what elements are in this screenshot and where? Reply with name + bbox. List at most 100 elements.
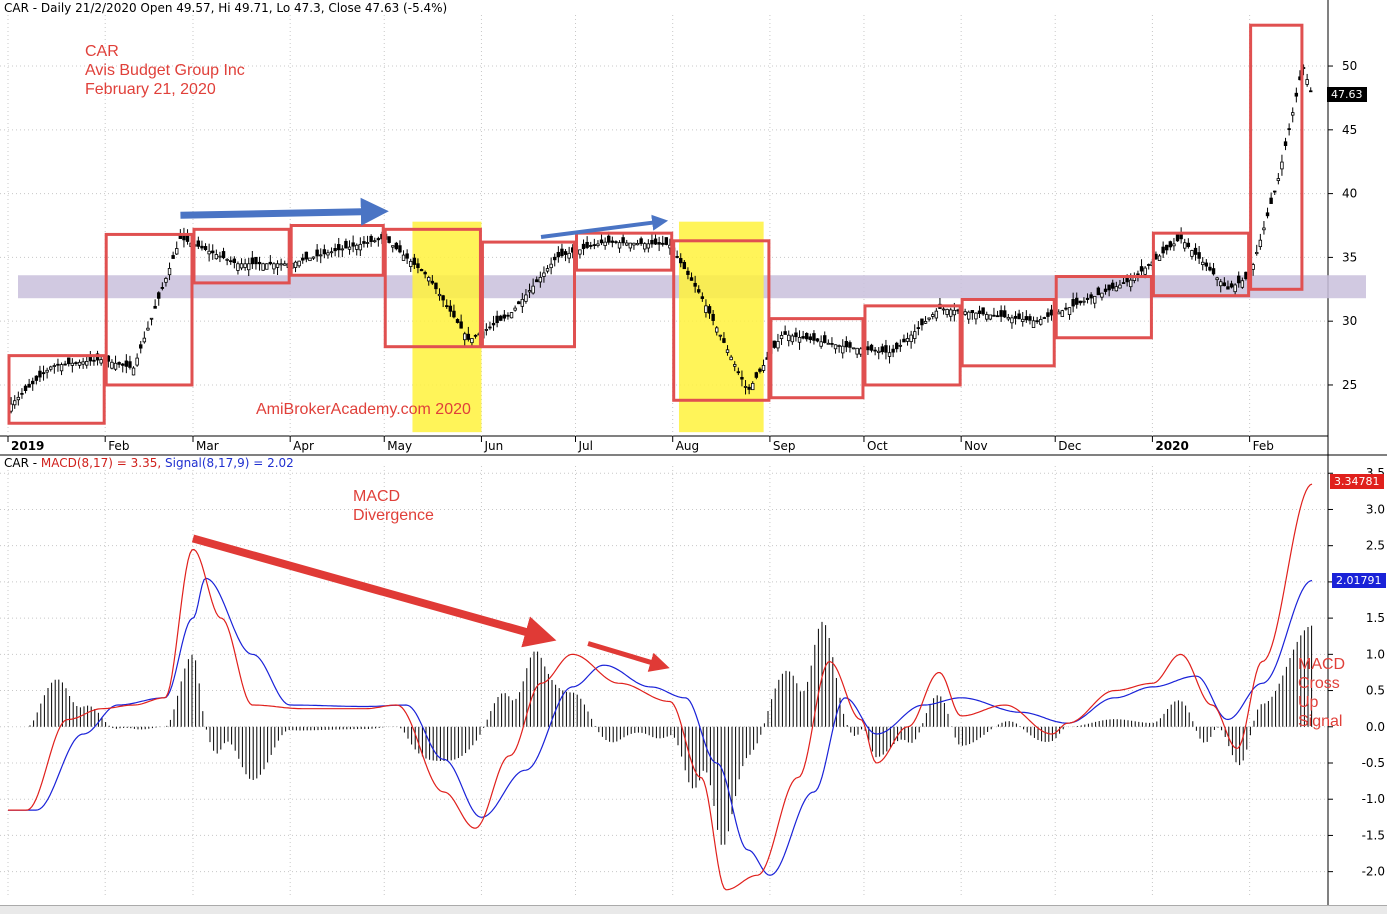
candle-body [113, 362, 118, 370]
candle-body [344, 240, 348, 249]
candle-body [902, 338, 906, 343]
macd-tick-label: 0.5 [1366, 684, 1385, 698]
candle-body [13, 400, 17, 406]
candle-body [445, 305, 449, 308]
candle-body [545, 268, 550, 272]
candle-body [610, 240, 615, 243]
candle-body [1269, 197, 1273, 204]
candle-body [423, 271, 427, 275]
candle-body [596, 243, 600, 246]
candle-body [473, 334, 478, 337]
candle-body [405, 253, 409, 259]
macd-tick-label: -1.0 [1362, 792, 1385, 806]
candle-body [1233, 284, 1237, 293]
month-label: Mar [196, 439, 219, 453]
candle-body [1168, 241, 1173, 248]
candle-body [517, 301, 521, 305]
candle-body [520, 298, 525, 307]
candle-body [729, 356, 733, 361]
month-label: 2019 [11, 439, 44, 453]
candle-body [333, 248, 337, 252]
candle-body [499, 315, 503, 321]
candle-body [722, 338, 726, 343]
candle-body [401, 254, 406, 261]
candle-body [85, 361, 89, 366]
candle-body [394, 242, 399, 250]
price-tick-label: 30 [1342, 314, 1357, 328]
candle-body [351, 242, 355, 247]
candle-body [254, 256, 258, 265]
candle-body [700, 296, 705, 299]
candle-body [139, 344, 143, 349]
candle-body [20, 392, 24, 395]
candle-body [211, 250, 215, 254]
candle-body [63, 363, 67, 366]
divergence-arrow [587, 641, 670, 672]
candle-body [923, 321, 928, 324]
candle-body [1280, 161, 1284, 170]
month-range-box [672, 239, 771, 402]
candle-body [326, 252, 330, 256]
candle-body [823, 335, 827, 343]
candle-body [1283, 141, 1288, 146]
candle-body [369, 235, 373, 242]
candle-body [1219, 281, 1223, 287]
candle-body [693, 282, 697, 287]
month-label: Apr [293, 439, 314, 453]
month-label: Oct [867, 439, 888, 453]
candle-body [689, 277, 694, 281]
candle-body [736, 371, 741, 374]
candle-body [848, 342, 852, 348]
candle-body [1071, 299, 1075, 307]
candle-body [1107, 284, 1111, 291]
candle-body [279, 263, 283, 266]
candle-body [844, 340, 849, 348]
candle-body [495, 315, 499, 324]
candle-body [877, 350, 881, 353]
candle-body [643, 243, 647, 250]
macd-tick-label: 1.5 [1366, 611, 1385, 625]
candle-body [1024, 316, 1029, 321]
candle-body [1154, 253, 1158, 260]
candle-body [761, 365, 766, 371]
candle-body [153, 305, 157, 309]
sheet-tabs-bar[interactable] [0, 905, 1387, 914]
candle-body [250, 257, 255, 265]
candle-body [707, 306, 712, 314]
candle-body [463, 333, 467, 341]
candle-body [1276, 178, 1281, 182]
candle-body [502, 314, 507, 319]
candle-body [1186, 242, 1191, 248]
candle-body [304, 251, 309, 260]
candle-body [805, 333, 809, 340]
candle-body [1309, 90, 1313, 93]
highlight-zone [678, 221, 764, 433]
candle-body [1139, 266, 1144, 272]
candle-body [272, 263, 276, 270]
candle-body [751, 382, 755, 391]
candle-body [1258, 239, 1263, 248]
candle-body [650, 239, 654, 245]
candle-body [391, 245, 395, 248]
candle-body [934, 310, 939, 319]
candle-body [506, 314, 510, 317]
candle-body [1035, 320, 1039, 323]
month-range-box [1151, 231, 1251, 298]
candle-body [621, 237, 625, 244]
candle-body [617, 242, 622, 249]
candle-body [549, 263, 553, 269]
candle-body [1064, 307, 1068, 310]
candle-body [635, 242, 640, 246]
candle-body [625, 242, 629, 246]
candle-body [135, 357, 139, 366]
candle-body [1265, 212, 1270, 217]
candle-body [945, 309, 949, 315]
month-label: Dec [1058, 439, 1081, 453]
candle-body [430, 280, 435, 284]
candle-body [214, 254, 219, 260]
macd-tick-label: 3.0 [1366, 502, 1385, 516]
candle-body [909, 334, 913, 343]
trend-arrow [180, 197, 389, 226]
candle-body [376, 238, 381, 241]
candle-body [1046, 312, 1050, 317]
